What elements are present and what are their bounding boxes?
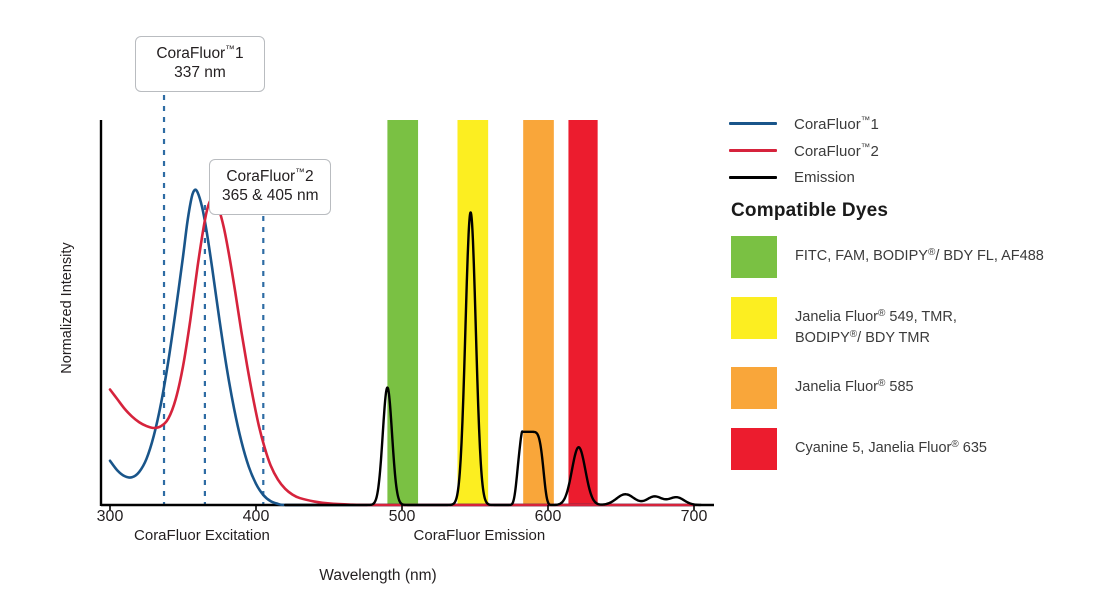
callout-corafluor-1: CoraFluor™1 337 nm [135,36,265,92]
legend-label: CoraFluor™1 [794,114,879,133]
dye-row-3: Janelia Fluor® 585 [731,367,1106,410]
callout-1-line2: 337 nm [174,64,226,82]
registered-symbol: ® [951,439,959,451]
registered-symbol: ® [849,328,858,340]
red-band [568,120,598,505]
registered-symbol: ® [927,247,936,258]
dye-color-swatch [731,236,777,278]
callout-2-line1: CoraFluor™2 [226,167,314,185]
compatible-dyes-heading: Compatible Dyes [731,200,889,221]
x-tick-label-300: 300 [96,508,124,525]
callout-2-line2: 365 & 405 nm [222,187,319,205]
legend-label: Emission [794,169,855,186]
legend-row-3: Emission [729,164,1099,191]
trademark-symbol: ™ [860,114,871,126]
dye-label-line2: BODIPY®/ BDY TMR [795,328,930,346]
dye-label-line1: Janelia Fluor® 585 [795,378,914,396]
region-label-excitation: CoraFluor Excitation [134,527,270,544]
callout-1-line1: CoraFluor™1 [156,44,244,62]
dye-label: FITC, FAM, BODIPY®/ BDY FL, AF488 [795,236,1044,267]
legend-label: CoraFluor™2 [794,141,879,160]
y-axis-title: Normalized Intensity [59,242,75,374]
dye-label: Cyanine 5, Janelia Fluor® 635 [795,428,987,459]
dye-row-1: FITC, FAM, BODIPY®/ BDY FL, AF488 [731,236,1106,278]
x-tick-label-400: 400 [242,508,270,525]
dye-color-swatch [731,297,777,339]
trademark-symbol: ™ [225,44,236,55]
dye-label-line1: FITC, FAM, BODIPY®/ BDY FL, AF488 [795,247,1044,264]
dye-row-2: Janelia Fluor® 549, TMR, BODIPY®/ BDY TMR [731,297,1106,348]
region-label-emission: CoraFluor Emission [413,527,546,544]
callout-corafluor-2: CoraFluor™2 365 & 405 nm [209,159,331,215]
series-legend: CoraFluor™1 CoraFluor™2 Emission [729,110,1099,191]
curve-corafluor-2 [108,197,696,507]
legend-line-swatch [729,176,777,179]
orange-band [523,120,554,505]
curve-emission [284,211,702,507]
dye-label: Janelia Fluor® 549, TMR, BODIPY®/ BDY TMR [795,297,957,348]
registered-symbol: ® [878,378,886,390]
legend-row-2: CoraFluor™2 [729,137,1099,164]
compatible-dyes-list: FITC, FAM, BODIPY®/ BDY FL, AF488 Janelia… [731,236,1106,489]
trademark-symbol: ™ [295,167,306,178]
dye-label-line1: Cyanine 5, Janelia Fluor® 635 [795,439,987,457]
dye-color-swatch [731,428,777,471]
x-tick-label-600: 600 [534,508,562,525]
legend-line-swatch [729,149,777,152]
dye-label-line1: Janelia Fluor® 549, TMR, [795,308,957,325]
x-tick-label-500: 500 [388,508,416,525]
legend-row-1: CoraFluor™1 [729,110,1099,137]
dye-row-4: Cyanine 5, Janelia Fluor® 635 [731,428,1106,471]
x-axis-title: Wavelength (nm) [319,567,437,584]
legend-line-swatch [729,122,777,125]
trademark-symbol: ™ [860,141,871,153]
registered-symbol: ® [878,308,886,319]
dye-label: Janelia Fluor® 585 [795,367,914,398]
dye-color-swatch [731,367,777,410]
x-tick-label-700: 700 [680,508,708,525]
curve-corafluor-1 [108,188,696,507]
